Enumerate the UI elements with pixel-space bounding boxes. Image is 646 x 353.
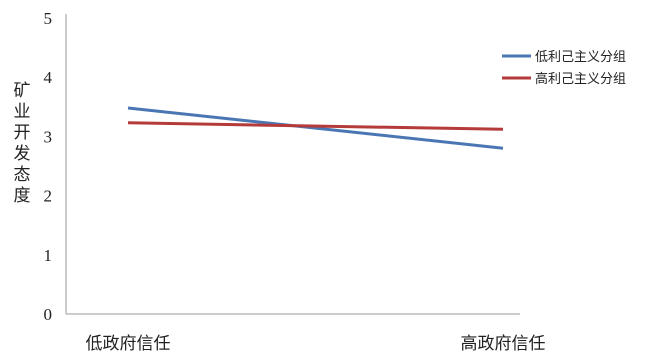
series-lines (127, 106, 504, 150)
y-tick-label: 5 (44, 9, 53, 28)
x-category-label: 低政府信任 (86, 334, 171, 353)
y-axis-label: 矿业开发态度 (14, 81, 31, 206)
y-axis-label-text: 矿业开发态度 (14, 81, 31, 206)
axes: 0 1 2 3 4 5 低政府信任 高政府信任 (44, 9, 546, 353)
legend-label-2: 高利己主义分组 (535, 71, 626, 87)
series-line-2 (127, 121, 504, 131)
y-tick-label: 4 (44, 68, 53, 87)
x-category-label: 高政府信任 (461, 334, 546, 353)
series-line-1 (127, 106, 504, 150)
y-tick-label: 1 (44, 246, 53, 265)
y-tick-label: 0 (44, 305, 53, 324)
y-tick-label: 2 (44, 187, 53, 206)
y-tick-label: 3 (44, 127, 53, 146)
legend-label-1: 低利己主义分组 (535, 50, 626, 65)
